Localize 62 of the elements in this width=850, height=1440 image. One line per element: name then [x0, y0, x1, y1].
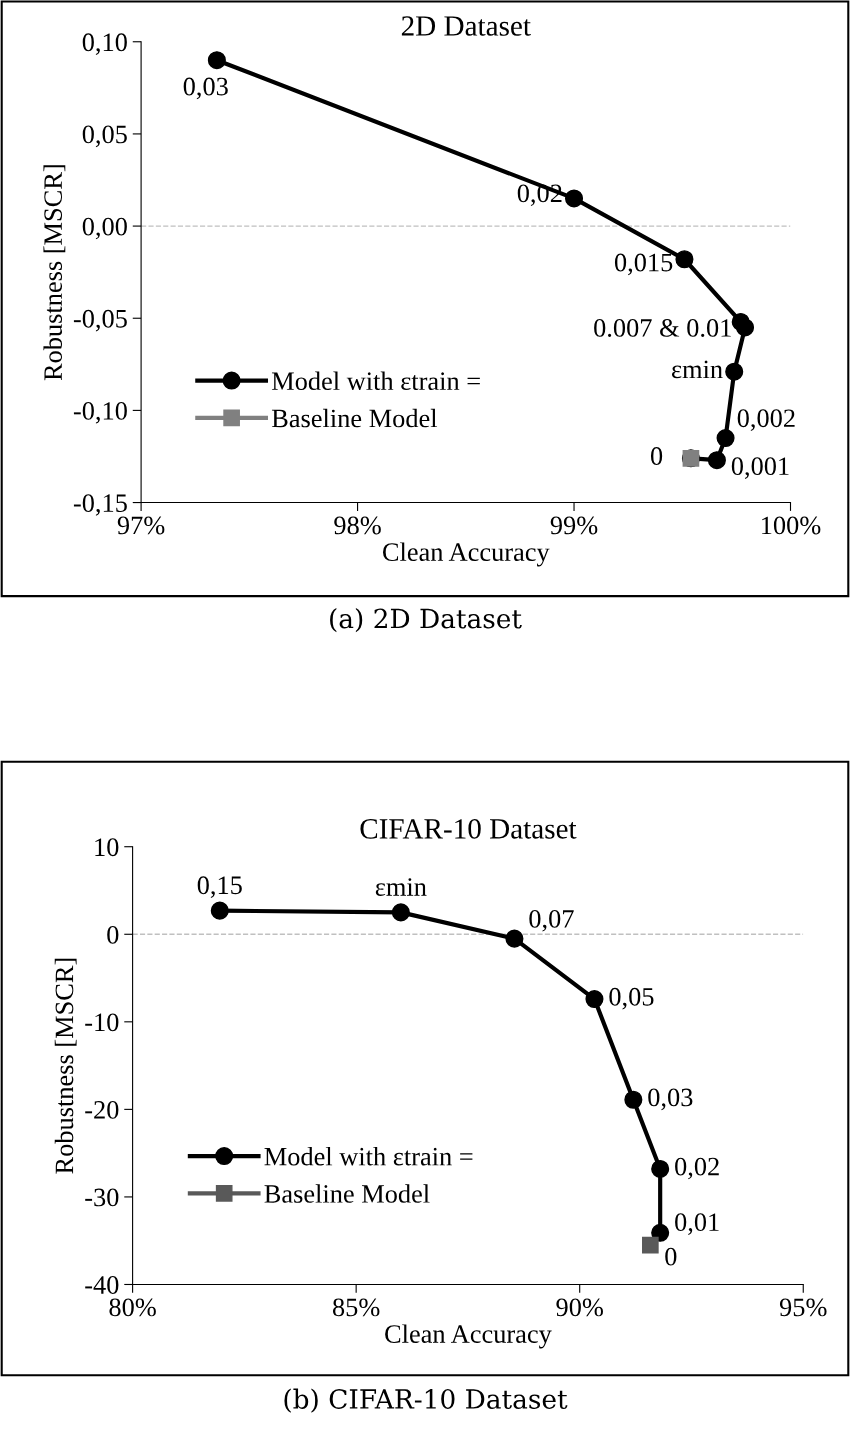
- point: [585, 990, 604, 1009]
- y-axis-title: Robustness [MSCR]: [54, 958, 77, 1174]
- point: [207, 51, 226, 70]
- legend-label: Model with εtrain =: [264, 1146, 473, 1166]
- annotation: 0,03: [183, 77, 228, 100]
- annotation: 0,001: [731, 457, 789, 479]
- y-tick-label: -0,10: [73, 402, 127, 424]
- x-axis-title: Clean Accuracy: [385, 1324, 552, 1349]
- annotation: 0: [665, 1247, 677, 1266]
- text: (a) 2D Dataset: [330, 608, 522, 633]
- y-tick-label: 0,00: [82, 217, 127, 240]
- y-tick-label: 10: [95, 838, 119, 857]
- chart-title: CIFAR-10 Dataset: [360, 818, 577, 839]
- y-tick-label: 0: [107, 925, 119, 944]
- annotation: 0,07: [529, 909, 574, 932]
- legend-label: Baseline Model: [264, 1184, 430, 1203]
- y-tick-label: 0,10: [82, 33, 127, 55]
- y-tick-label: 0,05: [82, 125, 127, 148]
- y-tick-label: -0,05: [73, 309, 127, 332]
- x-tick-label: 90%: [556, 1298, 603, 1317]
- annotation: εmin: [671, 360, 723, 379]
- x-tick-label: 100%: [762, 516, 821, 535]
- x-tick-label: 99%: [550, 516, 598, 535]
- point: [725, 362, 744, 381]
- point: [505, 929, 524, 948]
- y-tick-label: -0,15: [73, 494, 127, 516]
- y-axis-title: Robustness [MSCR]: [43, 165, 66, 381]
- point: [391, 903, 410, 922]
- annotation: 0,015: [614, 253, 673, 276]
- x-tick-label: 80%: [109, 1298, 156, 1317]
- y-tick-label: -40: [85, 1276, 119, 1294]
- legend-label: Baseline Model: [271, 408, 438, 428]
- x-tick-label: 95%: [779, 1298, 827, 1317]
- annotation: 0,03: [648, 1088, 693, 1111]
- point: [565, 189, 584, 208]
- point: [210, 901, 229, 920]
- point: [716, 429, 735, 448]
- x-axis-title: Clean Accuracy: [382, 542, 550, 567]
- annotation: 0.007 & 0.01: [594, 319, 731, 337]
- x-tick-label: 98%: [334, 516, 381, 535]
- point: [651, 1159, 670, 1178]
- point: [642, 1236, 659, 1254]
- point: [736, 318, 755, 337]
- y-tick-label: -20: [85, 1100, 119, 1119]
- x-tick-label: 97%: [117, 516, 165, 535]
- annotation: 0: [650, 447, 663, 465]
- text: (b) CIFAR-10 Dataset: [284, 1388, 568, 1413]
- annotation: 0,02: [675, 1157, 719, 1180]
- y-tick-label: -10: [85, 1013, 119, 1032]
- point: [651, 1223, 670, 1242]
- chart-title: 2D Dataset: [401, 16, 531, 36]
- point: [624, 1090, 643, 1109]
- legend-label: Model with εtrain =: [271, 371, 480, 391]
- annotation: 0,01: [675, 1213, 719, 1235]
- point: [707, 451, 726, 470]
- y-tick-label: -30: [85, 1188, 119, 1207]
- annotation: 0,002: [737, 409, 795, 431]
- annotation: 0,15: [197, 876, 242, 898]
- annotation: 0,05: [609, 987, 654, 1010]
- x-tick-label: 85%: [332, 1298, 380, 1317]
- point: [675, 250, 694, 269]
- annotation: εmin: [375, 878, 427, 896]
